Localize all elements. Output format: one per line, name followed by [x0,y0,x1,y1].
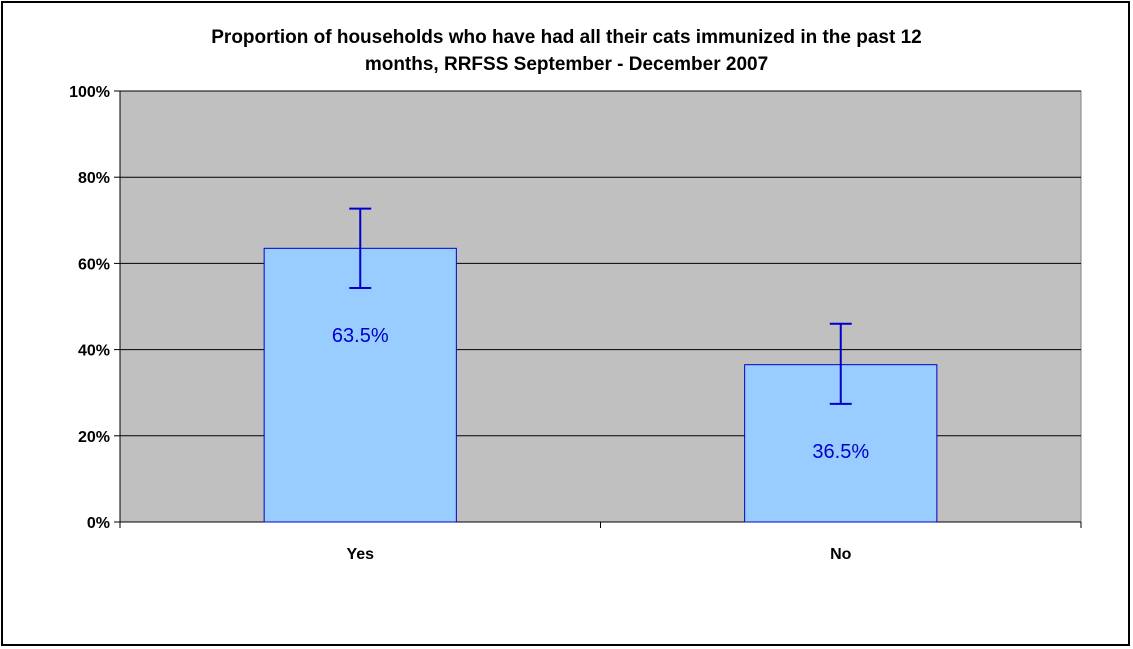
y-tick-label: 100% [69,84,110,101]
data-label: 36.5% [812,441,869,463]
chart-title-line-1: Proportion of households who have had al… [211,27,922,48]
x-category-label: No [830,546,852,563]
x-category-label: Yes [346,546,374,563]
y-tick-label: 80% [78,170,110,187]
chart-title: Proportion of households who have had al… [0,24,1133,78]
y-tick-label: 60% [78,256,110,273]
y-tick-label: 20% [78,429,110,446]
y-tick-label: 0% [87,515,110,532]
data-label: 63.5% [332,325,389,347]
value-labels: 63.5% 36.5% [332,325,869,463]
chart-title-line-2: months, RRFSS September - December 2007 [364,54,769,75]
bar-yes [263,247,457,523]
x-axis: Yes No [119,521,1082,563]
y-axis: 0% 20% 40% 60% 80% 100% [69,84,121,532]
error-bars [349,207,852,405]
y-tick-label: 40% [78,343,110,360]
